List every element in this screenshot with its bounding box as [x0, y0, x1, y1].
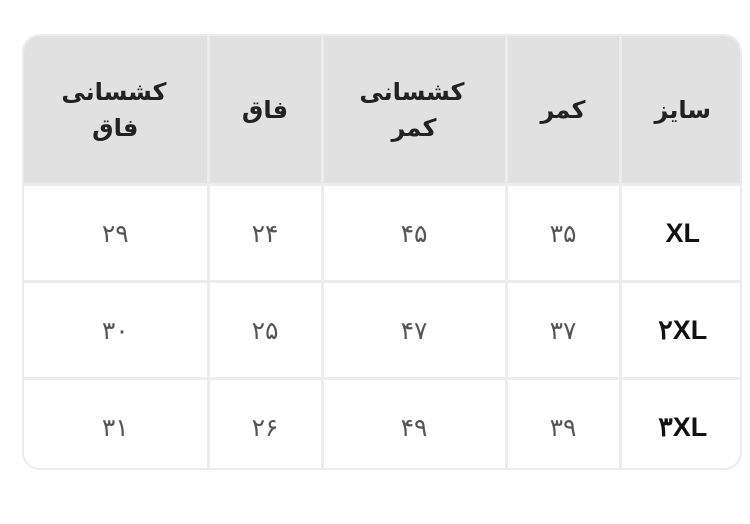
cell-rise-stretch: ۲۹ — [24, 183, 210, 283]
table-row: ۲XL ۳۷ ۴۷ ۲۵ ۳۰ — [24, 280, 740, 380]
header-rise-stretch: کشسانی فاق — [24, 36, 210, 186]
size-table-container: سایز کمر کشسانی کمر فاق کشسانی فاق XL ۳۵… — [22, 34, 742, 470]
table-row: ۳XL ۳۹ ۴۹ ۲۶ ۳۱ — [24, 377, 740, 468]
cell-size: ۳XL — [618, 377, 740, 468]
header-row: سایز کمر کشسانی کمر فاق کشسانی فاق — [24, 36, 740, 186]
header-waist-stretch: کشسانی کمر — [320, 36, 508, 186]
cell-size: ۲XL — [618, 280, 740, 380]
cell-rise-stretch: ۳۰ — [24, 280, 210, 380]
header-waist: کمر — [504, 36, 622, 186]
cell-waist-stretch: ۴۹ — [320, 377, 508, 468]
cell-waist: ۳۵ — [504, 183, 622, 283]
cell-rise-stretch: ۳۱ — [24, 377, 210, 468]
cell-rise: ۲۵ — [206, 280, 324, 380]
header-rise: فاق — [206, 36, 324, 186]
cell-waist-stretch: ۴۷ — [320, 280, 508, 380]
cell-rise: ۲۴ — [206, 183, 324, 283]
cell-rise: ۲۶ — [206, 377, 324, 468]
cell-waist-stretch: ۴۵ — [320, 183, 508, 283]
header-size: سایز — [618, 36, 740, 186]
table-row: XL ۳۵ ۴۵ ۲۴ ۲۹ — [24, 183, 740, 283]
cell-size: XL — [618, 183, 740, 283]
size-table: سایز کمر کشسانی کمر فاق کشسانی فاق XL ۳۵… — [24, 36, 740, 468]
cell-waist: ۳۹ — [504, 377, 622, 468]
cell-waist: ۳۷ — [504, 280, 622, 380]
